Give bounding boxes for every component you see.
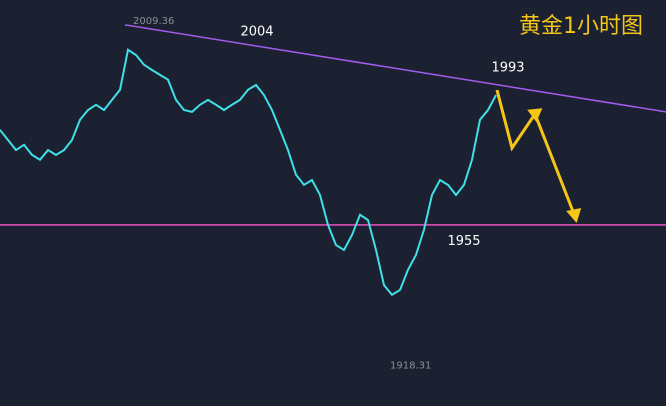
price-annotation: 2004 bbox=[240, 24, 273, 39]
arrow-head bbox=[566, 208, 582, 224]
price-annotation: 1955 bbox=[447, 234, 480, 249]
price-line bbox=[0, 48, 497, 297]
trend-line bbox=[124, 24, 666, 113]
arrow bbox=[495, 89, 537, 152]
arrow bbox=[533, 113, 576, 215]
chart-title: 黄金1小时图 bbox=[519, 14, 643, 39]
price-annotation: 1993 bbox=[491, 61, 524, 76]
arrow-head bbox=[527, 108, 543, 122]
forecast-arrows bbox=[495, 89, 582, 224]
price-annotation: 1918.31 bbox=[390, 361, 431, 372]
price-annotation: 2009.36 bbox=[133, 16, 174, 27]
